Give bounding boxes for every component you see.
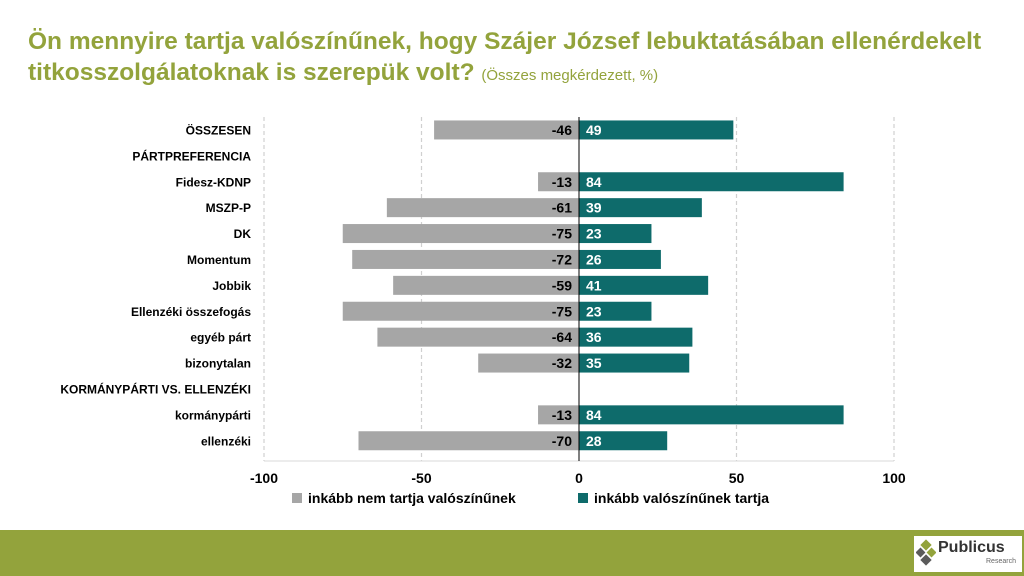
legend-label-positive: inkább valószínűnek tartja bbox=[594, 490, 769, 506]
x-tick-label: 50 bbox=[729, 470, 745, 486]
publicus-logo-subtext: Research bbox=[986, 558, 1016, 565]
bar-positive bbox=[579, 275, 709, 295]
bar-negative-label: -70 bbox=[552, 433, 572, 449]
bar-positive bbox=[579, 198, 702, 218]
bar-negative bbox=[358, 431, 579, 451]
bar-positive-label: 49 bbox=[586, 122, 602, 138]
bar-positive bbox=[579, 249, 661, 269]
bar-positive bbox=[579, 405, 844, 425]
bar-positive bbox=[579, 353, 690, 373]
bar-negative bbox=[538, 172, 579, 192]
category-label: ÖSSZESEN bbox=[186, 122, 251, 137]
bar-negative bbox=[342, 224, 579, 244]
x-tick-label: 0 bbox=[575, 470, 583, 486]
publicus-logo-text: Publicus bbox=[938, 539, 1005, 556]
bar-positive bbox=[579, 120, 734, 140]
category-label: ellenzéki bbox=[201, 434, 251, 448]
bar-negative-label: -32 bbox=[552, 355, 572, 371]
bar-negative bbox=[377, 327, 579, 347]
category-label: MSZP-P bbox=[206, 201, 251, 215]
bar-negative-label: -13 bbox=[552, 174, 572, 190]
bar-negative bbox=[386, 198, 579, 218]
category-label: egyéb párt bbox=[190, 331, 251, 345]
bar-positive-label: 26 bbox=[586, 251, 602, 267]
publicus-logo: Publicus Research bbox=[914, 536, 1022, 572]
bar-positive bbox=[579, 301, 652, 321]
category-label: Fidesz-KDNP bbox=[176, 175, 251, 189]
bar-positive-label: 41 bbox=[586, 277, 602, 293]
chart-title: Ön mennyire tartja valószínűnek, hogy Sz… bbox=[28, 26, 1008, 91]
bar-negative bbox=[393, 275, 579, 295]
bar-negative-label: -59 bbox=[552, 277, 572, 293]
bar-positive bbox=[579, 327, 693, 347]
bar-negative-label: -72 bbox=[552, 251, 572, 267]
legend-swatch-negative bbox=[292, 493, 302, 503]
bar-positive-label: 36 bbox=[586, 329, 602, 345]
category-label: DK bbox=[234, 227, 252, 241]
bar-positive-label: 28 bbox=[586, 433, 602, 449]
bar-positive-label: 39 bbox=[586, 200, 602, 216]
legend-swatch-positive bbox=[578, 493, 588, 503]
category-label: Momentum bbox=[187, 253, 251, 267]
bar-chart: -100 -50 0 50 100 ÖSSZESEN -46 49 PÁRTPREFERENCI… bbox=[60, 117, 906, 506]
bar-negative bbox=[342, 301, 579, 321]
bar-negative bbox=[352, 249, 579, 269]
bar-positive-label: 23 bbox=[586, 303, 602, 319]
category-label: Ellenzéki összefogás bbox=[131, 305, 251, 319]
footer-bar bbox=[0, 530, 1024, 576]
bar-negative-label: -64 bbox=[552, 329, 572, 345]
bar-negative-label: -61 bbox=[552, 200, 572, 216]
bar-positive bbox=[579, 224, 652, 244]
category-label: Jobbik bbox=[212, 279, 251, 293]
chart-title-main: Ön mennyire tartja valószínűnek, hogy Sz… bbox=[28, 28, 982, 86]
bar-negative-label: -13 bbox=[552, 407, 572, 423]
bar-negative bbox=[434, 120, 579, 140]
category-label: kormánypárti bbox=[175, 408, 251, 422]
bar-positive-label: 84 bbox=[586, 174, 602, 190]
bar-positive-label: 23 bbox=[586, 226, 602, 242]
x-tick-label: -100 bbox=[250, 470, 278, 486]
bar-positive bbox=[579, 172, 844, 192]
chart-subtitle: (Összes megkérdezett, %) bbox=[481, 67, 659, 84]
category-label: KORMÁNYPÁRTI VS. ELLENZÉKI bbox=[60, 381, 251, 396]
bar-negative bbox=[538, 405, 579, 425]
bar-positive-label: 35 bbox=[586, 355, 602, 371]
bar-negative-label: -75 bbox=[552, 226, 572, 242]
category-label: bizonytalan bbox=[185, 357, 251, 371]
bar-negative bbox=[478, 353, 579, 373]
bar-positive-label: 84 bbox=[586, 407, 602, 423]
x-tick-label: -50 bbox=[411, 470, 431, 486]
bar-negative-label: -75 bbox=[552, 303, 572, 319]
bar-positive bbox=[579, 431, 668, 451]
category-label: PÁRTPREFERENCIA bbox=[132, 148, 251, 163]
x-tick-label: 100 bbox=[882, 470, 906, 486]
legend-label-negative: inkább nem tartja valószínűnek bbox=[308, 490, 516, 506]
publicus-logo-icon bbox=[916, 539, 936, 566]
bar-negative-label: -46 bbox=[552, 122, 572, 138]
